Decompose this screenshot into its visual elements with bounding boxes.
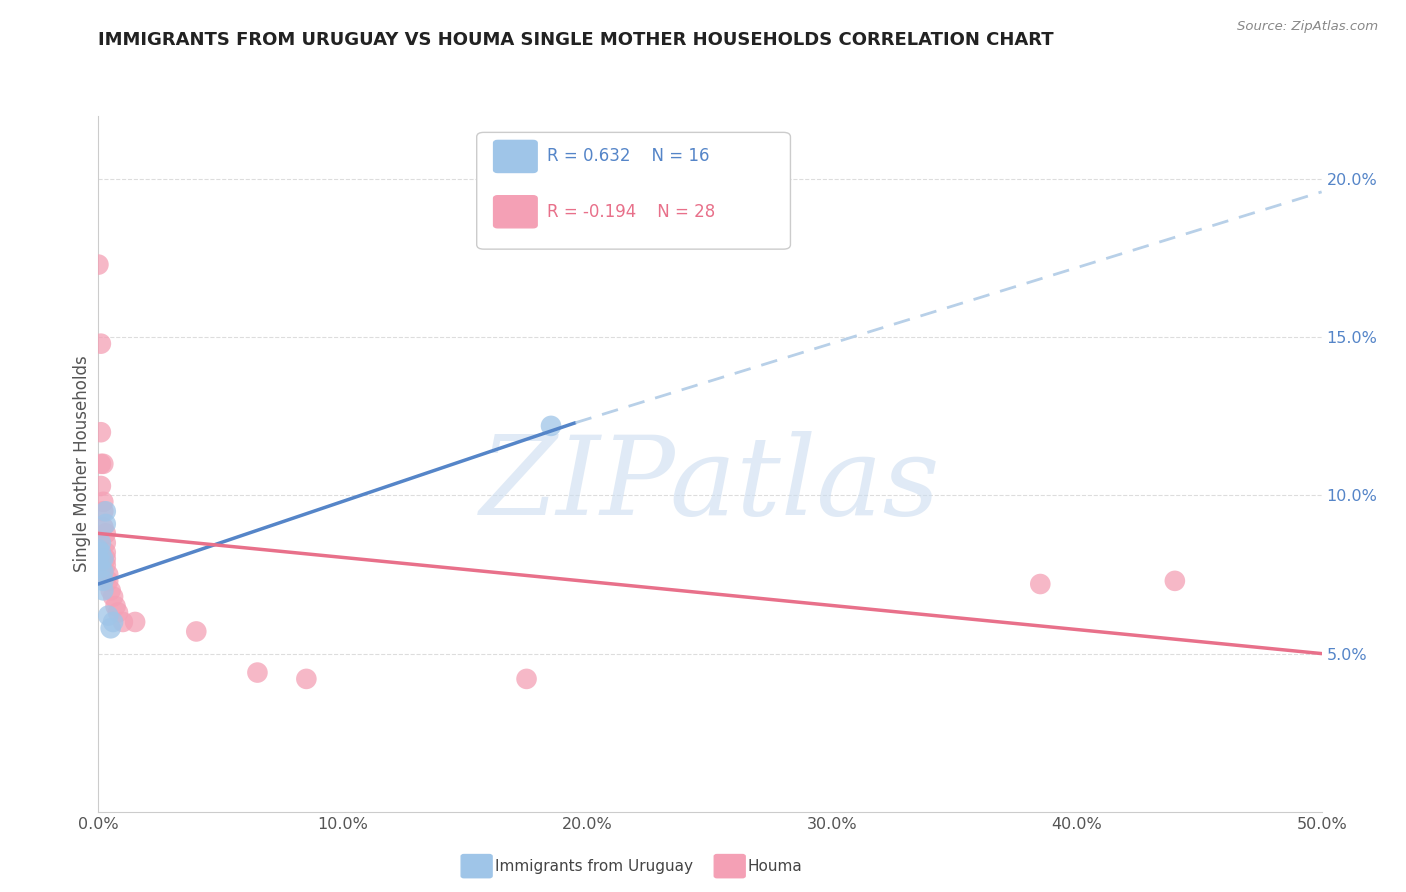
Text: R = 0.632    N = 16: R = 0.632 N = 16 (547, 147, 710, 165)
Point (101, 590, 124, 604)
Point (100, 583, 122, 598)
Point (87, 542, 110, 557)
Point (91, 574, 114, 588)
Point (94, 536, 117, 550)
Text: Immigrants from Uruguay: Immigrants from Uruguay (495, 859, 693, 873)
Point (90, 336, 112, 351)
Point (91, 457, 114, 471)
Point (246, 665, 269, 680)
Point (91, 504, 114, 518)
Point (295, 672, 318, 686)
Point (94, 545, 117, 559)
Text: IMMIGRANTS FROM URUGUAY VS HOUMA SINGLE MOTHER HOUSEHOLDS CORRELATION CHART: IMMIGRANTS FROM URUGUAY VS HOUMA SINGLE … (98, 31, 1054, 49)
Point (90, 425, 112, 440)
Point (90, 479, 112, 493)
Point (97, 574, 120, 588)
Point (91, 565, 114, 579)
Point (87, 551, 110, 566)
Point (90, 561, 112, 575)
Point (91, 583, 114, 598)
Point (124, 615, 146, 629)
Point (97, 608, 120, 623)
Point (107, 606, 129, 620)
Point (91, 495, 114, 509)
Point (90, 536, 112, 550)
Point (1164, 574, 1187, 588)
Point (87, 258, 110, 272)
Y-axis label: Single Mother Households: Single Mother Households (73, 356, 91, 572)
Text: R = -0.194    N = 28: R = -0.194 N = 28 (547, 202, 716, 220)
Point (90, 555, 112, 569)
Point (186, 624, 208, 639)
Point (540, 418, 562, 433)
Point (90, 457, 112, 471)
Point (90, 545, 112, 559)
Point (94, 526, 117, 541)
Point (94, 516, 117, 531)
Point (97, 567, 120, 582)
Point (101, 615, 124, 629)
Point (91, 551, 114, 566)
Point (104, 599, 127, 614)
Point (1029, 577, 1052, 591)
Point (91, 520, 114, 534)
Text: ZIPatlas: ZIPatlas (479, 431, 941, 539)
Point (94, 504, 117, 518)
Text: Houma: Houma (748, 859, 803, 873)
Point (111, 615, 134, 629)
Text: Source: ZipAtlas.com: Source: ZipAtlas.com (1237, 20, 1378, 33)
Point (94, 551, 117, 566)
Point (94, 558, 117, 572)
Point (100, 621, 122, 635)
Point (515, 672, 537, 686)
